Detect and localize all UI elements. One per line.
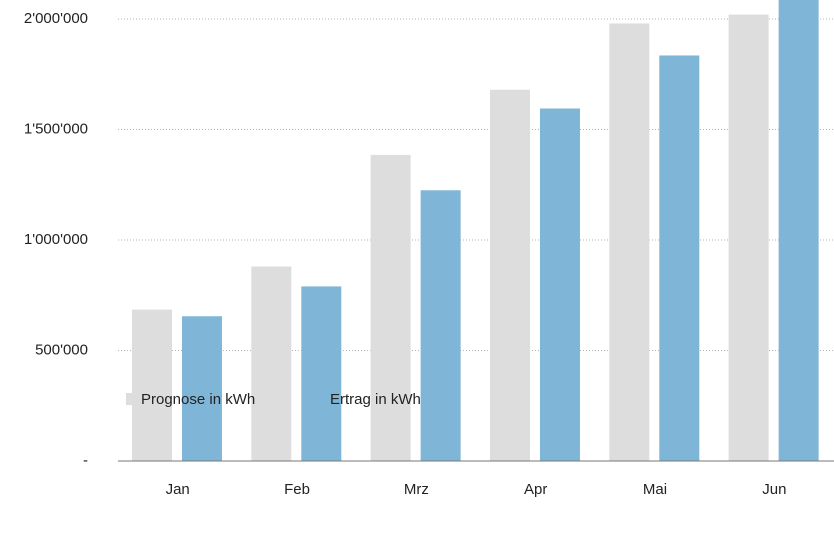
- x-tick-label: Mrz: [404, 481, 429, 498]
- bar: [778, 0, 819, 462]
- y-tick-label: 500'000: [35, 341, 88, 358]
- legend-label: Prognose in kWh: [141, 391, 255, 408]
- legend-swatch: [126, 393, 138, 405]
- y-tick-label: 1'500'000: [24, 120, 88, 137]
- bar: [181, 316, 222, 461]
- x-tick-label: Apr: [524, 481, 547, 498]
- plot-area: [118, 0, 834, 462]
- bar: [609, 23, 650, 462]
- bar: [370, 154, 411, 461]
- y-tick-label: 1'000'000: [24, 231, 88, 248]
- legend-label: Ertrag in kWh: [330, 391, 421, 408]
- bar: [131, 309, 172, 461]
- bar: [728, 14, 769, 461]
- bar: [489, 89, 530, 462]
- x-tick-label: Jan: [166, 481, 190, 498]
- x-tick-label: Jun: [762, 481, 786, 498]
- bar: [251, 266, 292, 461]
- bar: [301, 286, 342, 461]
- bar: [420, 190, 461, 462]
- legend-swatch: [315, 393, 327, 405]
- y-tick-label: 2'000'000: [24, 10, 88, 27]
- bar: [659, 55, 700, 462]
- x-tick-label: Mai: [643, 481, 667, 498]
- bar: [539, 108, 580, 462]
- y-tick-label: -: [83, 452, 88, 469]
- x-tick-label: Feb: [284, 481, 310, 498]
